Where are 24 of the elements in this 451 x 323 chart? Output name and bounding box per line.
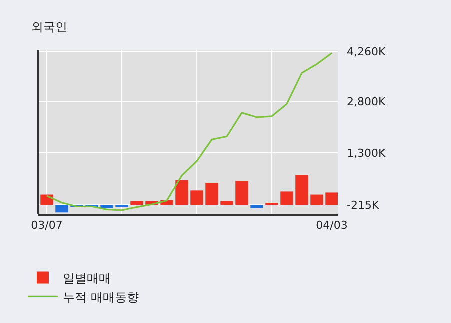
bar	[296, 175, 308, 206]
bar	[40, 194, 54, 206]
y-tick-label: 4,260K	[347, 45, 386, 58]
bar	[100, 205, 114, 209]
legend-label: 일별매매	[63, 271, 111, 286]
x-tick-label: 03/07	[31, 219, 63, 232]
y-tick-label: 2,800K	[347, 96, 386, 109]
bar	[130, 201, 144, 206]
y-tick-label: -215K	[347, 198, 380, 212]
legend-label: 누적 매매동향	[63, 290, 139, 304]
bar	[236, 181, 248, 206]
bar	[176, 180, 188, 206]
bar	[56, 205, 68, 213]
bar	[220, 201, 234, 206]
bar	[280, 192, 294, 206]
x-tick-label: 04/03	[316, 219, 348, 232]
y-tick-label: 1,300K	[347, 146, 386, 160]
chart-title: 외국인	[32, 20, 68, 34]
bar	[250, 205, 264, 209]
line-series	[46, 52, 333, 212]
bar	[206, 183, 218, 206]
bar	[190, 190, 204, 206]
bar	[326, 192, 338, 206]
bar	[310, 194, 324, 206]
